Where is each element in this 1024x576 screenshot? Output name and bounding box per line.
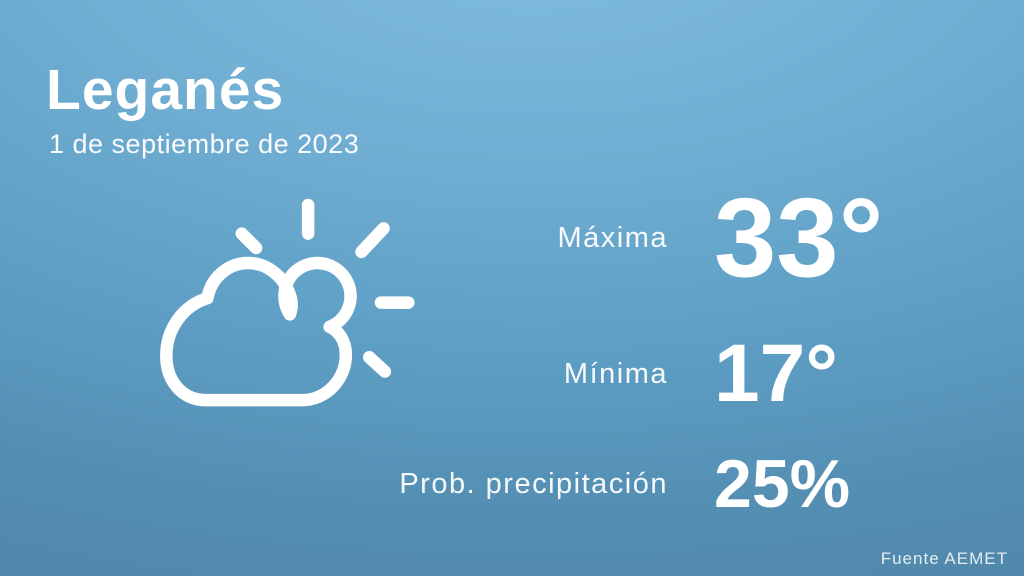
source-attribution: Fuente AEMET (880, 549, 1008, 568)
metric-row-maxima: Máxima 33° (340, 168, 1000, 308)
sun-behind-cloud-icon (160, 198, 415, 407)
cloud-icon (160, 256, 353, 407)
metric-value-precipitation: 25% (714, 446, 851, 522)
page-title: Leganés (46, 58, 285, 122)
sun-ray-top-right-icon (355, 222, 390, 259)
sun-ray-top-left-icon (235, 227, 263, 255)
metric-value-minima: 17° (714, 328, 839, 419)
metric-label-maxima: Máxima (557, 221, 668, 254)
date-subtitle: 1 de septiembre de 2023 (49, 129, 360, 159)
metric-row-precipitation: Prob. precipitación 25% (340, 438, 1000, 530)
metric-value-maxima: 33° (714, 175, 884, 300)
metric-label-minima: Mínima (563, 357, 668, 390)
metric-row-minima: Mínima 17° (340, 320, 1000, 428)
metric-label-precipitation: Prob. precipitación (399, 467, 668, 500)
sun-ray-bottom-right-icon (363, 350, 392, 378)
